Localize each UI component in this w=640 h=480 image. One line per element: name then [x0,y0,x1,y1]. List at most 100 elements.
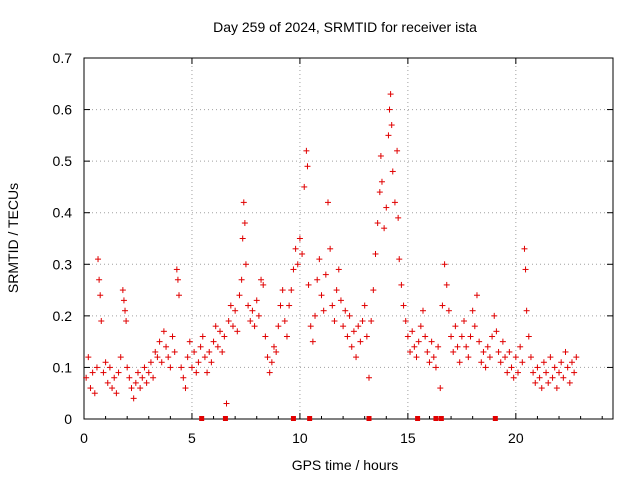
data-point [242,261,249,268]
y-tick-label: 0.7 [53,50,73,66]
data-point [124,364,131,371]
y-tick-label: 0.5 [53,153,73,169]
data-point [404,333,411,340]
data-point [193,369,200,376]
data-point [199,333,206,340]
data-point [304,163,311,170]
data-point [234,328,241,335]
data-point [484,343,491,350]
data-point [83,374,90,381]
data-point [327,245,334,252]
data-point [469,307,476,314]
data-point [517,343,524,350]
data-point [430,354,437,361]
data-point [348,343,355,350]
data-point [212,323,219,330]
data-point [337,297,344,304]
data-point [465,354,472,361]
data-point [381,225,388,232]
data-point [400,302,407,309]
data-point [89,369,96,376]
data-point [87,385,94,392]
data-point [342,307,349,314]
data-point [143,379,150,386]
data-point [432,364,439,371]
data-point [247,318,254,325]
data-point [394,147,401,154]
data-point [104,379,111,386]
data-point [499,338,506,345]
gap-marker [290,416,296,421]
data-point [191,348,198,355]
data-point [219,348,226,355]
data-point [426,359,433,366]
data-point [288,287,295,294]
data-point [312,312,319,319]
gap-marker [199,416,205,421]
data-point [147,359,154,366]
data-point [387,91,394,98]
data-point [388,122,395,129]
x-tick-label: 0 [80,430,88,446]
data-point [456,359,463,366]
data-point [178,364,185,371]
data-point [350,328,357,335]
data-point [266,369,273,376]
data-point [197,343,204,350]
data-point [363,333,370,340]
data-point [134,369,141,376]
data-point [100,369,107,376]
data-point [186,338,193,345]
data-point [204,369,211,376]
data-point [210,338,217,345]
data-point [357,338,364,345]
data-point [245,302,252,309]
data-point [502,354,509,361]
data-point [173,266,180,273]
data-point [346,312,353,319]
data-point [402,318,409,325]
x-axis-label: GPS time / hours [292,457,399,473]
data-point [551,364,558,371]
data-point [374,220,381,227]
data-point [241,220,248,227]
data-point [208,359,215,366]
data-point [480,348,487,355]
data-point [527,354,534,361]
data-point [117,354,124,361]
gap-marker [307,416,313,421]
data-point [443,281,450,288]
gap-marker [366,416,372,421]
data-point [378,178,385,185]
data-point [376,189,383,196]
data-point [448,333,455,340]
data-point [195,359,202,366]
data-point [221,333,228,340]
data-point [322,271,329,278]
data-point [428,338,435,345]
data-point [292,245,299,252]
data-point [495,348,502,355]
data-point [536,374,543,381]
data-point [236,292,243,299]
data-point [96,276,103,283]
data-point [93,364,100,371]
data-point [229,323,236,330]
data-point [98,318,105,325]
data-point [324,199,331,206]
data-point [377,152,384,159]
data-point [532,379,539,386]
data-point [545,379,552,386]
data-point [445,307,452,314]
data-point [126,374,133,381]
data-point [225,318,232,325]
data-point [540,359,547,366]
data-point [476,338,483,345]
data-point [283,333,290,340]
data-point [521,245,528,252]
data-point [281,318,288,325]
data-point [463,343,470,350]
y-tick-label: 0.2 [53,308,73,324]
data-point [368,318,375,325]
data-point [123,318,130,325]
